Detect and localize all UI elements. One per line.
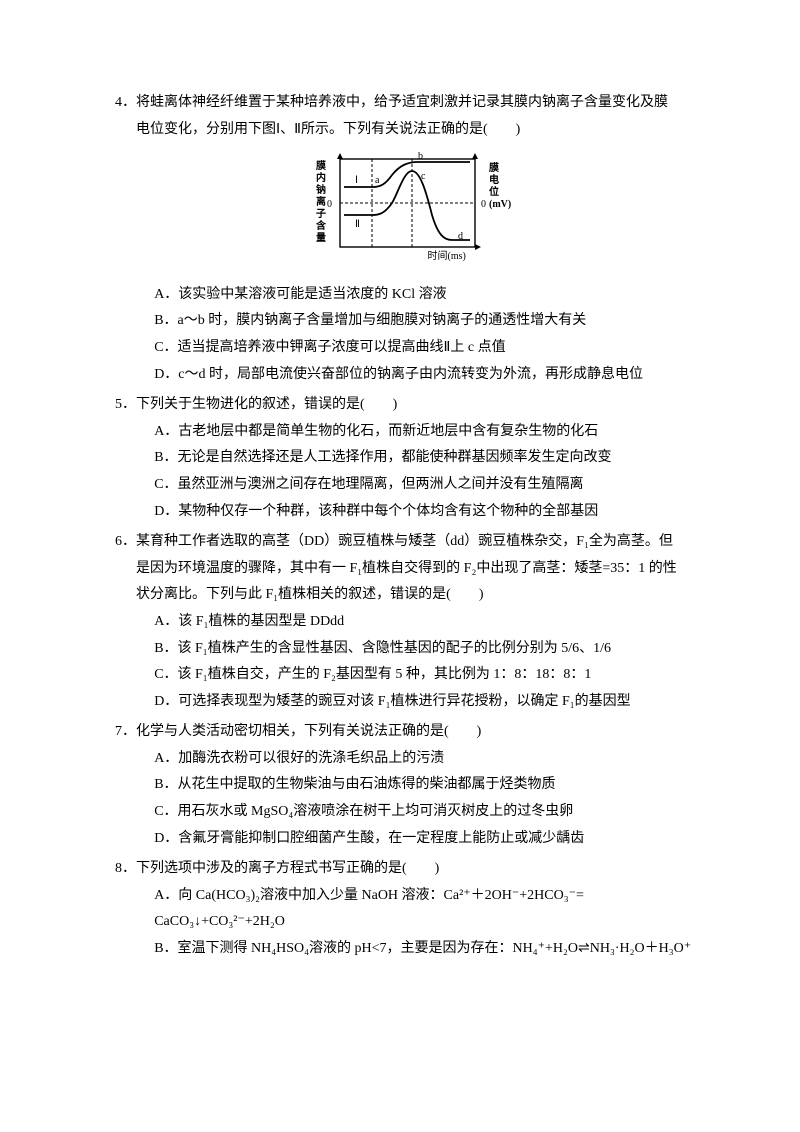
svg-text:位: 位 [489,185,499,198]
svg-text:Ⅰ: Ⅰ [355,175,358,186]
svg-text:内: 内 [316,171,326,184]
question-7: 7．化学与人类活动密切相关，下列有关说法正确的是( ) A．加酶洗衣粉可以很好的… [115,719,705,852]
q7-option-a: A．加酶洗衣粉可以很好的洗涤毛织品上的污渍 [154,746,705,773]
q6-options: A．该 F₁植株的基因型是 DDdd B．该 F₁植株产生的含显性基因、含隐性基… [115,609,705,715]
q6-stem-line3: 状分离比。下列与此 F₁植株相关的叙述，错误的是( ) [115,582,705,609]
svg-text:0: 0 [481,199,486,210]
q7-stem: 7．化学与人类活动密切相关，下列有关说法正确的是( ) [115,719,705,746]
q8-number: 8． [115,861,136,876]
svg-text:时间(ms): 时间(ms) [428,249,466,262]
graph-membrane-potential: 00ⅠⅡabcd时间(ms)膜内钠离子含量膜电位(mV) [300,147,520,267]
q6-option-a: A．该 F₁植株的基因型是 DDdd [154,609,705,636]
q4-stem-line1: 4．将蛙离体神经纤维置于某种培养液中，给予适宜刺激并记录其膜内钠离子含量变化及膜 [115,90,705,117]
svg-text:离: 离 [316,195,326,208]
q8-option-b: B．室温下测得 NH₄HSO₄溶液的 pH<7，主要是因为存在：NH₄⁺+H₂O… [154,936,705,963]
q6-number: 6． [115,534,136,549]
q8-options: A．向 Ca(HCO₃)₂溶液中加入少量 NaOH 溶液：Ca²⁺＋2OH⁻+2… [115,883,705,963]
q4-number: 4． [115,95,136,110]
q7-option-b: B．从花生中提取的生物柴油与由石油炼得的柴油都属于烃类物质 [154,772,705,799]
q5-option-d: D．某物种仅存一个种群，该种群中每个个体均含有这个物种的全部基因 [154,499,705,526]
q8-option-a: A．向 Ca(HCO₃)₂溶液中加入少量 NaOH 溶液：Ca²⁺＋2OH⁻+2… [154,883,705,936]
question-6: 6．某育种工作者选取的高茎（DD）豌豆植株与矮茎（dd）豌豆植株杂交，F₁全为高… [115,529,705,715]
svg-text:0: 0 [327,199,332,210]
question-8: 8．下列选项中涉及的离子方程式书写正确的是( ) A．向 Ca(HCO₃)₂溶液… [115,856,705,962]
svg-text:Ⅱ: Ⅱ [355,219,360,230]
svg-text:a: a [375,175,380,186]
q6-stem-line1: 6．某育种工作者选取的高茎（DD）豌豆植株与矮茎（dd）豌豆植株杂交，F₁全为高… [115,529,705,556]
svg-text:d: d [458,231,463,242]
svg-text:c: c [421,171,426,182]
q4-option-c: C．适当提高培养液中钾离子浓度可以提高曲线Ⅱ上 c 点值 [154,335,705,362]
q5-stem-text: 下列关于生物进化的叙述，错误的是( ) [136,397,397,412]
svg-text:膜: 膜 [489,161,499,174]
q8-stem-text: 下列选项中涉及的离子方程式书写正确的是( ) [136,861,439,876]
q7-option-d: D．含氟牙膏能抑制口腔细菌产生酸，在一定程度上能防止或减少龋齿 [154,826,705,853]
question-4: 4．将蛙离体神经纤维置于某种培养液中，给予适宜刺激并记录其膜内钠离子含量变化及膜… [115,90,705,388]
svg-text:钠: 钠 [316,183,326,196]
q4-option-a: A．该实验中某溶液可能是适当浓度的 KCl 溶液 [154,282,705,309]
q7-options: A．加酶洗衣粉可以很好的洗涤毛织品上的污渍 B．从花生中提取的生物柴油与由石油炼… [115,746,705,852]
q6-stem-text1: 某育种工作者选取的高茎（DD）豌豆植株与矮茎（dd）豌豆植株杂交，F₁全为高茎。… [136,534,673,549]
q8-stem: 8．下列选项中涉及的离子方程式书写正确的是( ) [115,856,705,883]
q7-number: 7． [115,724,136,739]
q4-stem-line2: 电位变化，分别用下图Ⅰ、Ⅱ所示。下列有关说法正确的是( ) [115,117,705,144]
q5-option-c: C．虽然亚洲与澳洲之间存在地理隔离，但两洲人之间并没有生殖隔离 [154,472,705,499]
q5-option-b: B．无论是自然选择还是人工选择作用，都能使种群基因频率发生定向改变 [154,445,705,472]
q5-stem: 5．下列关于生物进化的叙述，错误的是( ) [115,392,705,419]
question-5: 5．下列关于生物进化的叙述，错误的是( ) A．古老地层中都是简单生物的化石，而… [115,392,705,525]
svg-text:电: 电 [489,173,499,186]
page: 4．将蛙离体神经纤维置于某种培养液中，给予适宜刺激并记录其膜内钠离子含量变化及膜… [0,0,800,1007]
svg-text:含: 含 [316,219,327,232]
q4-option-d: D．c～d 时，局部电流使兴奋部位的钠离子由内流转变为外流，再形成静息电位 [154,362,705,389]
svg-text:b: b [418,151,423,162]
q7-option-c: C．用石灰水或 MgSO₄溶液喷涂在树干上均可消灭树皮上的过冬虫卵 [154,799,705,826]
q6-stem-line2: 是因为环境温度的骤降，其中有一 F₁植株自交得到的 F₂中出现了高茎：矮茎=35… [115,556,705,583]
q7-stem-text: 化学与人类活动密切相关，下列有关说法正确的是( ) [136,724,481,739]
q4-option-b: B．a～b 时，膜内钠离子含量增加与细胞膜对钠离子的通透性增大有关 [154,308,705,335]
q4-options: A．该实验中某溶液可能是适当浓度的 KCl 溶液 B．a～b 时，膜内钠离子含量… [115,282,705,388]
svg-text:子: 子 [316,208,326,220]
q6-option-c: C．该 F₁植株自交，产生的 F₂基因型有 5 种，其比例为 1：8：18：8：… [154,662,705,689]
q5-options: A．古老地层中都是简单生物的化石，而新近地层中含有复杂生物的化石 B．无论是自然… [115,419,705,525]
q5-number: 5． [115,397,136,412]
q6-option-d: D．可选择表现型为矮茎的豌豆对该 F₁植株进行异花授粉，以确定 F₁的基因型 [154,689,705,716]
svg-text:(mV): (mV) [489,199,511,210]
svg-text:膜: 膜 [316,159,326,172]
svg-text:量: 量 [316,231,326,244]
q4-stem-text1: 将蛙离体神经纤维置于某种培养液中，给予适宜刺激并记录其膜内钠离子含量变化及膜 [136,95,668,110]
q5-option-a: A．古老地层中都是简单生物的化石，而新近地层中含有复杂生物的化石 [154,419,705,446]
q4-figure: 00ⅠⅡabcd时间(ms)膜内钠离子含量膜电位(mV) [115,147,705,278]
q6-option-b: B．该 F₁植株产生的含显性基因、含隐性基因的配子的比例分别为 5/6、1/6 [154,636,705,663]
